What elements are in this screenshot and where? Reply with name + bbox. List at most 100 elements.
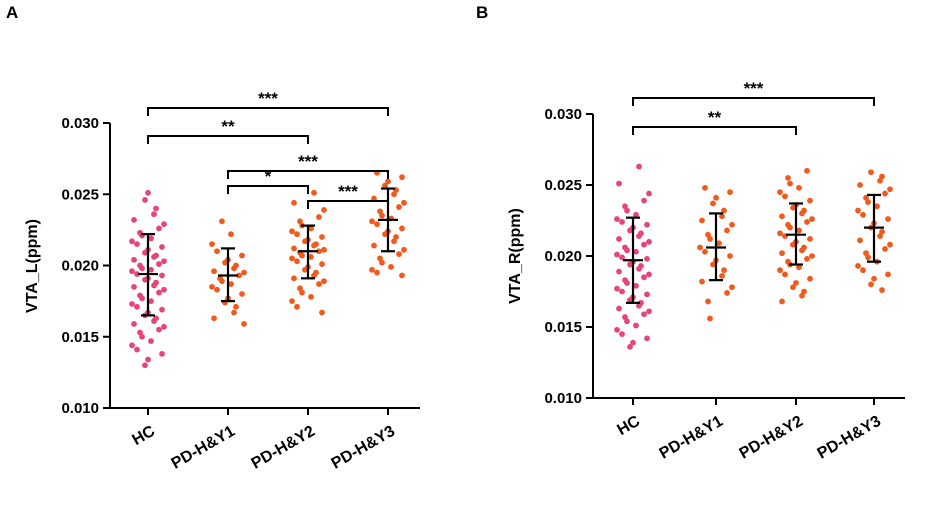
data-point [156, 289, 162, 296]
data-point [865, 199, 871, 205]
data-point [374, 221, 380, 228]
data-point [396, 204, 402, 210]
x-category-label: PD-H&Y3 [329, 423, 398, 473]
y-tick-label: 0.015 [61, 329, 99, 346]
data-point [129, 342, 135, 349]
group-HC [614, 163, 652, 350]
data-point [316, 214, 322, 220]
data-point [874, 203, 880, 210]
data-point [871, 275, 877, 282]
data-point [624, 247, 630, 254]
data-point [321, 278, 327, 285]
data-point [641, 274, 647, 281]
data-point [887, 241, 893, 248]
data-point [779, 213, 785, 220]
data-point [619, 331, 625, 337]
data-point [289, 255, 295, 262]
data-point [131, 321, 137, 327]
data-point [627, 343, 633, 350]
data-point [710, 261, 716, 268]
data-point [291, 245, 297, 252]
data-point [291, 199, 297, 206]
data-point [211, 315, 217, 322]
data-point [139, 295, 145, 302]
data-point [729, 284, 735, 291]
data-point [616, 305, 622, 312]
significance-bracket [227, 185, 309, 194]
data-point [159, 244, 165, 250]
data-point [142, 362, 148, 369]
data-point [796, 227, 802, 234]
group-PD-H&Y3 [855, 169, 893, 293]
data-point [807, 197, 813, 204]
data-point [646, 308, 652, 315]
data-point [371, 195, 377, 202]
panel-A: A 0.010 0.015 0.020 0.025 0.030 VTA_L(ppm) HC PD… [6, 3, 420, 473]
significance-label: ** [221, 117, 235, 136]
data-point [702, 248, 708, 255]
data-point [374, 269, 380, 276]
data-point [727, 189, 733, 196]
data-point [289, 228, 295, 235]
y-tick-label: 0.025 [544, 177, 582, 194]
data-point [319, 309, 325, 316]
data-point [877, 177, 883, 184]
data-point [796, 264, 802, 271]
y-tick-label: 0.030 [61, 115, 99, 132]
data-point [707, 315, 713, 322]
significance-label: *** [338, 182, 358, 201]
data-point [382, 182, 388, 189]
data-point [321, 207, 327, 213]
data-point [719, 272, 725, 279]
group-PD-H&Y1 [697, 184, 735, 322]
data-point [616, 236, 622, 242]
data-point [142, 276, 148, 283]
data-point [214, 286, 220, 293]
y-tick-label: 0.010 [61, 400, 99, 417]
data-point [710, 200, 716, 207]
data-point [787, 180, 793, 187]
data-point [787, 224, 793, 231]
data-point [633, 282, 639, 289]
data-point [799, 247, 805, 254]
data-point [379, 259, 385, 266]
data-point [134, 241, 140, 248]
data-point [142, 197, 148, 203]
y-tick-label: 0.020 [544, 248, 582, 265]
data-point [148, 338, 154, 344]
data-point [161, 286, 167, 293]
data-point [236, 272, 242, 279]
data-point [294, 303, 300, 310]
data-point [145, 356, 151, 363]
group-PD-H&Y2 [289, 189, 327, 316]
data-point [319, 234, 325, 240]
y-tick-label: 0.015 [544, 319, 582, 336]
data-point [624, 280, 630, 286]
data-point [868, 169, 874, 176]
y-axis-label: VTA_L(ppm) [24, 219, 41, 313]
data-point [721, 207, 727, 214]
significance-label: *** [744, 79, 764, 98]
data-point [399, 174, 405, 181]
data-point [401, 199, 407, 206]
data-point [161, 221, 167, 228]
data-point [316, 281, 322, 287]
data-point [294, 258, 300, 265]
data-point [239, 252, 245, 259]
significance-bracket [632, 97, 875, 106]
data-point [129, 268, 135, 275]
data-point [868, 281, 874, 288]
data-point [627, 261, 633, 268]
data-point [222, 259, 228, 266]
data-point [139, 265, 145, 272]
data-point [644, 255, 650, 262]
data-point [809, 216, 815, 222]
data-point [641, 241, 647, 248]
x-category-label: PD-H&Y1 [657, 413, 726, 463]
data-point [699, 278, 705, 285]
data-point [142, 249, 148, 256]
data-point [156, 225, 162, 232]
x-category-label: PD-H&Y2 [737, 413, 806, 463]
data-point [131, 217, 137, 223]
